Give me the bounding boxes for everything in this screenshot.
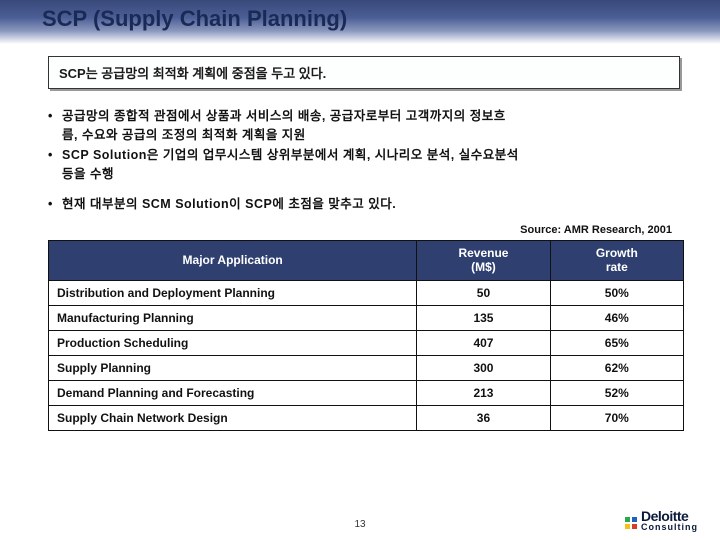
cell-growth: 52% [550, 380, 683, 405]
bullet-1-line1: 공급망의 종합적 관점에서 상품과 서비스의 배송, 공급자로부터 고객까지의 … [62, 107, 672, 126]
col-header-application: Major Application [49, 240, 417, 280]
deloitte-logo: Deloitte Consulting [625, 509, 698, 532]
table-row: Production Scheduling40765% [49, 330, 684, 355]
logo-sub-text: Consulting [641, 523, 698, 532]
bullet-list: •공급망의 종합적 관점에서 상품과 서비스의 배송, 공급자로부터 고객까지의… [48, 107, 672, 214]
bullet-1-line2: 름, 수요와 공급의 조정의 최적화 계획을 지원 [62, 126, 672, 145]
logo-dot [632, 524, 637, 529]
table-row: Supply Planning30062% [49, 355, 684, 380]
cell-growth: 70% [550, 405, 683, 430]
cell-application: Production Scheduling [49, 330, 417, 355]
cell-application: Supply Chain Network Design [49, 405, 417, 430]
cell-growth: 46% [550, 305, 683, 330]
table-row: Manufacturing Planning13546% [49, 305, 684, 330]
cell-application: Manufacturing Planning [49, 305, 417, 330]
cell-revenue: 50 [417, 280, 550, 305]
page-number: 13 [354, 519, 365, 530]
bullet-2-line1: SCP Solution은 기업의 업무시스템 상위부분에서 계획, 시나리오 … [62, 146, 672, 165]
footer: 13 Deloitte Consulting [0, 504, 720, 534]
subtitle-box: SCP는 공급망의 최적화 계획에 중점을 두고 있다. [48, 56, 680, 89]
table-row: Demand Planning and Forecasting21352% [49, 380, 684, 405]
table-row: Distribution and Deployment Planning5050… [49, 280, 684, 305]
cell-application: Distribution and Deployment Planning [49, 280, 417, 305]
col-header-revenue: Revenue (M$) [417, 240, 550, 280]
logo-dot [625, 517, 630, 522]
cell-revenue: 407 [417, 330, 550, 355]
cell-growth: 65% [550, 330, 683, 355]
logo-dot [625, 524, 630, 529]
cell-growth: 50% [550, 280, 683, 305]
logo-main-text: Deloitte [641, 509, 698, 523]
cell-revenue: 135 [417, 305, 550, 330]
source-caption: Source: AMR Research, 2001 [0, 224, 672, 236]
cell-application: Demand Planning and Forecasting [49, 380, 417, 405]
scp-table: Major Application Revenue (M$) Growth ra… [48, 240, 684, 431]
cell-revenue: 36 [417, 405, 550, 430]
logo-dot [632, 517, 637, 522]
cell-revenue: 300 [417, 355, 550, 380]
col-header-growth: Growth rate [550, 240, 683, 280]
page-title: SCP (Supply Chain Planning) [42, 6, 347, 32]
cell-revenue: 213 [417, 380, 550, 405]
cell-application: Supply Planning [49, 355, 417, 380]
table-row: Supply Chain Network Design3670% [49, 405, 684, 430]
bullet-2-line2: 등을 수행 [62, 165, 672, 184]
bullet-3: 현재 대부분의 SCM Solution이 SCP에 초점을 맞추고 있다. [62, 195, 672, 214]
cell-growth: 62% [550, 355, 683, 380]
logo-dots-icon [625, 517, 637, 529]
